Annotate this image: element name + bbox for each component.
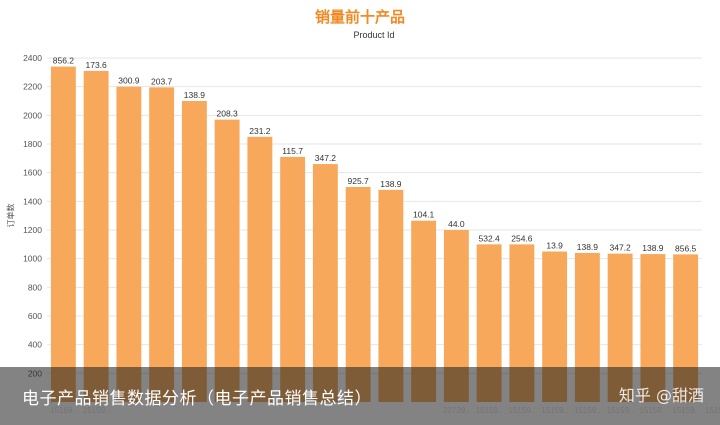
y-tick-label: 2400 <box>23 53 42 63</box>
bar <box>312 164 338 402</box>
data-label: 300.9 <box>118 76 140 86</box>
data-label: 138.9 <box>184 90 206 100</box>
bar <box>345 187 371 402</box>
data-label: 173.6 <box>85 60 107 70</box>
data-label: 856.5 <box>675 243 697 253</box>
y-tick-label: 1000 <box>23 254 42 264</box>
bar <box>280 156 306 402</box>
data-label: 925.7 <box>347 176 369 186</box>
bar <box>116 86 142 403</box>
y-tick-label: 1200 <box>23 225 42 235</box>
data-label: 44.0 <box>448 219 465 229</box>
y-tick-label: 2200 <box>23 82 42 92</box>
bar <box>50 66 76 402</box>
y-tick-label: 1600 <box>23 168 42 178</box>
data-label: 138.9 <box>642 243 664 253</box>
data-label: 532.4 <box>478 233 500 243</box>
data-label: 231.2 <box>249 126 271 136</box>
data-label: 347.2 <box>609 243 631 253</box>
data-label: 13.9 <box>546 241 563 251</box>
data-label: 115.7 <box>282 146 303 156</box>
y-tick-label: 400 <box>28 340 42 350</box>
y-tick-label: 600 <box>28 311 42 321</box>
data-label: 254.6 <box>511 233 533 243</box>
bar <box>83 70 109 403</box>
bar <box>181 101 207 402</box>
y-tick-label: 1800 <box>23 139 42 149</box>
bar <box>247 136 273 403</box>
bar <box>214 119 240 402</box>
data-label: 347.2 <box>315 153 337 163</box>
image-caption: 电子产品销售数据分析（电子产品销售总结） <box>22 389 372 409</box>
chart-title: 销量前十产品 <box>314 8 405 26</box>
y-tick-label: 800 <box>28 282 42 292</box>
data-label: 856.2 <box>53 56 75 66</box>
data-label: 104.1 <box>413 210 435 220</box>
y-tick-label: 1400 <box>23 196 42 206</box>
chart-subtitle: Product Id <box>353 30 395 40</box>
data-label: 208.3 <box>216 109 238 119</box>
data-label: 138.9 <box>380 179 402 189</box>
data-label: 138.9 <box>577 242 599 252</box>
watermark: 知乎 @甜酒 <box>618 386 704 405</box>
caption-band <box>0 367 720 425</box>
bar <box>378 189 404 402</box>
data-label: 203.7 <box>151 76 173 86</box>
bar <box>149 87 175 402</box>
y-tick-label: 2000 <box>23 110 42 120</box>
